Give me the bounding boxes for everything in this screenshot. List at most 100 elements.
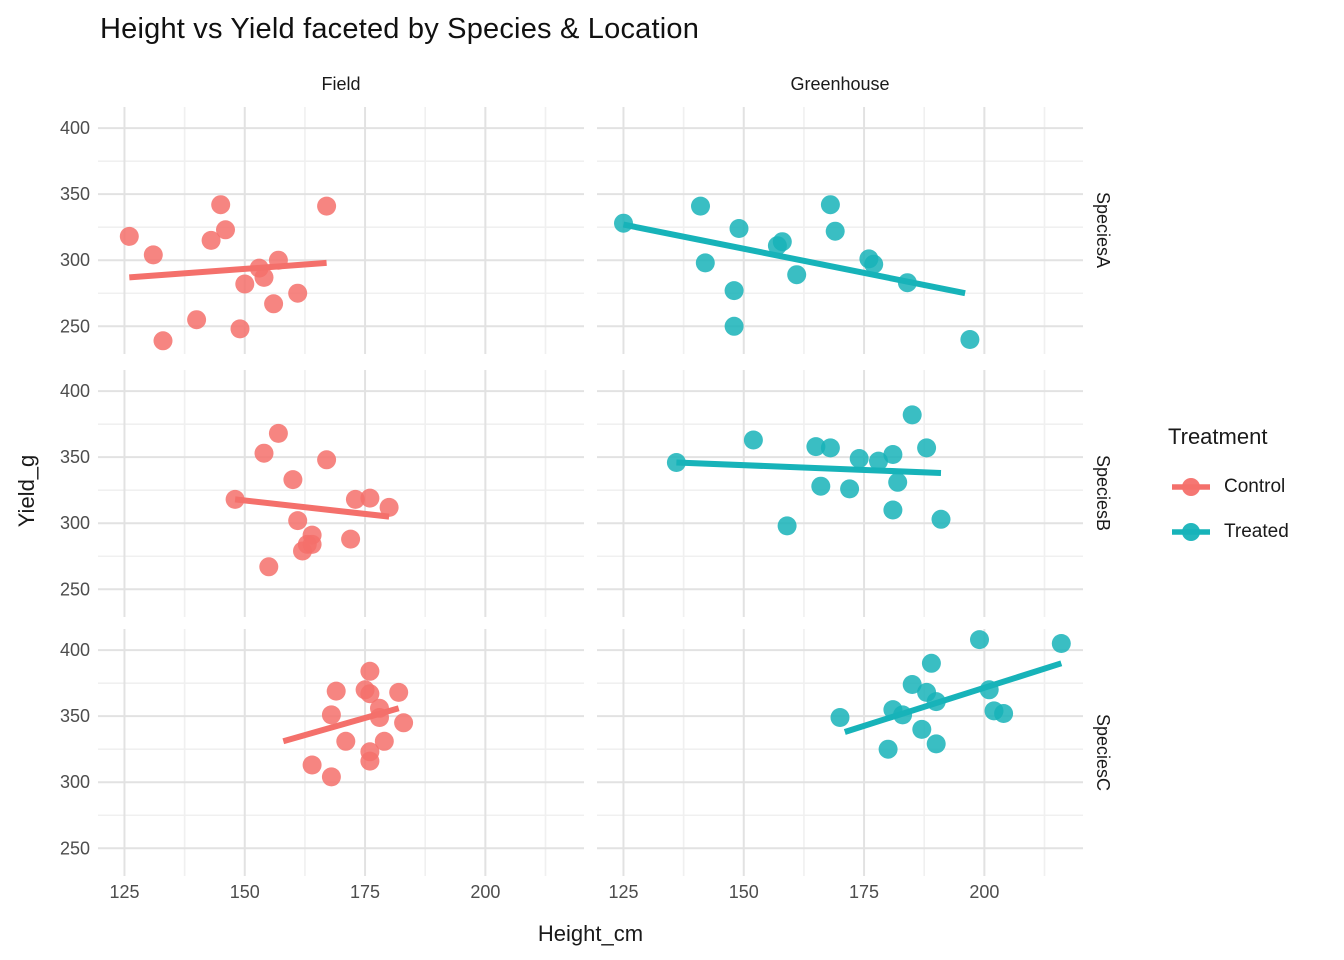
data-point: [840, 479, 860, 499]
data-point: [143, 245, 163, 265]
data-point: [883, 445, 903, 464]
y-tick-label: 350: [60, 706, 90, 726]
data-point: [994, 704, 1014, 723]
data-point: [830, 708, 850, 727]
legend-entry-label: Control: [1224, 475, 1286, 497]
data-point: [264, 294, 284, 314]
data-point: [888, 472, 908, 492]
data-point: [869, 451, 888, 471]
data-point: [912, 719, 932, 739]
x-tick-label: 200: [969, 882, 999, 902]
x-tick-label: 150: [729, 882, 759, 902]
x-axis-title: Height_cm: [537, 921, 644, 946]
data-point: [302, 534, 322, 554]
data-point: [360, 661, 380, 681]
data-point: [902, 675, 922, 694]
legend-entry-label: Treated: [1224, 520, 1289, 542]
data-point: [820, 195, 840, 215]
trend-line: [843, 660, 1063, 735]
data-point: [283, 470, 303, 490]
data-point: [883, 500, 903, 520]
data-point: [254, 267, 274, 287]
data-point: [302, 755, 322, 775]
data-point: [254, 443, 274, 463]
data-point: [379, 497, 399, 517]
y-tick-label: 350: [60, 184, 90, 204]
trend-line: [129, 259, 327, 281]
legend-key-icon: [1172, 477, 1210, 496]
data-point: [724, 281, 744, 301]
data-point: [317, 450, 337, 470]
legend-entry: Treated: [1168, 509, 1344, 554]
y-tick-label: 300: [60, 513, 90, 533]
data-point: [864, 254, 884, 274]
legend-entry: Control: [1168, 464, 1344, 509]
data-point: [811, 476, 831, 496]
y-axis-title: Yield_g: [14, 454, 39, 528]
data-point: [288, 511, 308, 531]
data-point: [1051, 634, 1071, 653]
y-tick-label: 400: [60, 640, 90, 660]
data-point: [216, 220, 235, 240]
y-tick-label: 250: [60, 838, 90, 858]
data-point: [374, 731, 394, 751]
facet-strip-speciesc: SpeciesC: [1093, 713, 1113, 792]
data-point: [336, 731, 356, 751]
data-point: [695, 253, 715, 273]
trend-line: [234, 496, 390, 520]
data-point: [772, 232, 792, 252]
data-point: [119, 226, 139, 246]
data-point: [360, 751, 380, 771]
data-point: [326, 681, 346, 701]
data-point: [878, 739, 898, 759]
data-point: [777, 516, 797, 536]
y-tick-label: 300: [60, 250, 90, 270]
data-point: [268, 423, 288, 443]
legend: Treatment Control Treated: [1168, 424, 1344, 554]
data-point: [230, 319, 250, 339]
facet-strip-greenhouse: Greenhouse: [790, 74, 890, 94]
x-tick-label: 175: [350, 882, 380, 902]
x-tick-label: 175: [849, 882, 879, 902]
data-point: [235, 274, 255, 294]
data-point: [691, 196, 710, 216]
y-tick-label: 350: [60, 447, 90, 467]
x-tick-label: 200: [470, 882, 500, 902]
data-point: [345, 489, 365, 509]
data-point: [389, 682, 409, 702]
y-tick-label: 300: [60, 772, 90, 792]
data-point: [743, 430, 763, 450]
facet-strip-field: Field: [321, 74, 361, 94]
facet-strip-speciesa: SpeciesA: [1093, 192, 1113, 269]
data-point: [729, 219, 749, 238]
y-tick-label: 400: [60, 118, 90, 138]
data-point: [360, 488, 380, 508]
data-point: [806, 437, 826, 457]
data-point: [787, 265, 807, 285]
data-point: [970, 630, 989, 650]
data-point: [341, 529, 361, 549]
data-point: [394, 713, 414, 733]
y-tick-label: 250: [60, 316, 90, 336]
data-point: [211, 195, 231, 215]
data-point: [187, 310, 207, 330]
legend-title: Treatment: [1168, 424, 1268, 449]
trend-line: [282, 705, 400, 745]
data-point: [321, 705, 341, 725]
data-point: [820, 438, 840, 458]
data-point: [960, 330, 980, 349]
data-point: [902, 405, 922, 425]
legend-entries: Control Treated: [1168, 464, 1344, 554]
data-point: [825, 221, 845, 241]
data-point: [921, 653, 941, 673]
data-point: [849, 449, 869, 468]
data-point: [926, 734, 946, 754]
chart-title: Height vs Yield faceted by Species & Loc…: [100, 13, 700, 45]
data-point: [321, 767, 341, 787]
trend-line: [622, 221, 966, 297]
data-point: [259, 557, 279, 577]
x-tick-label: 150: [230, 882, 260, 902]
data-point: [917, 438, 937, 458]
